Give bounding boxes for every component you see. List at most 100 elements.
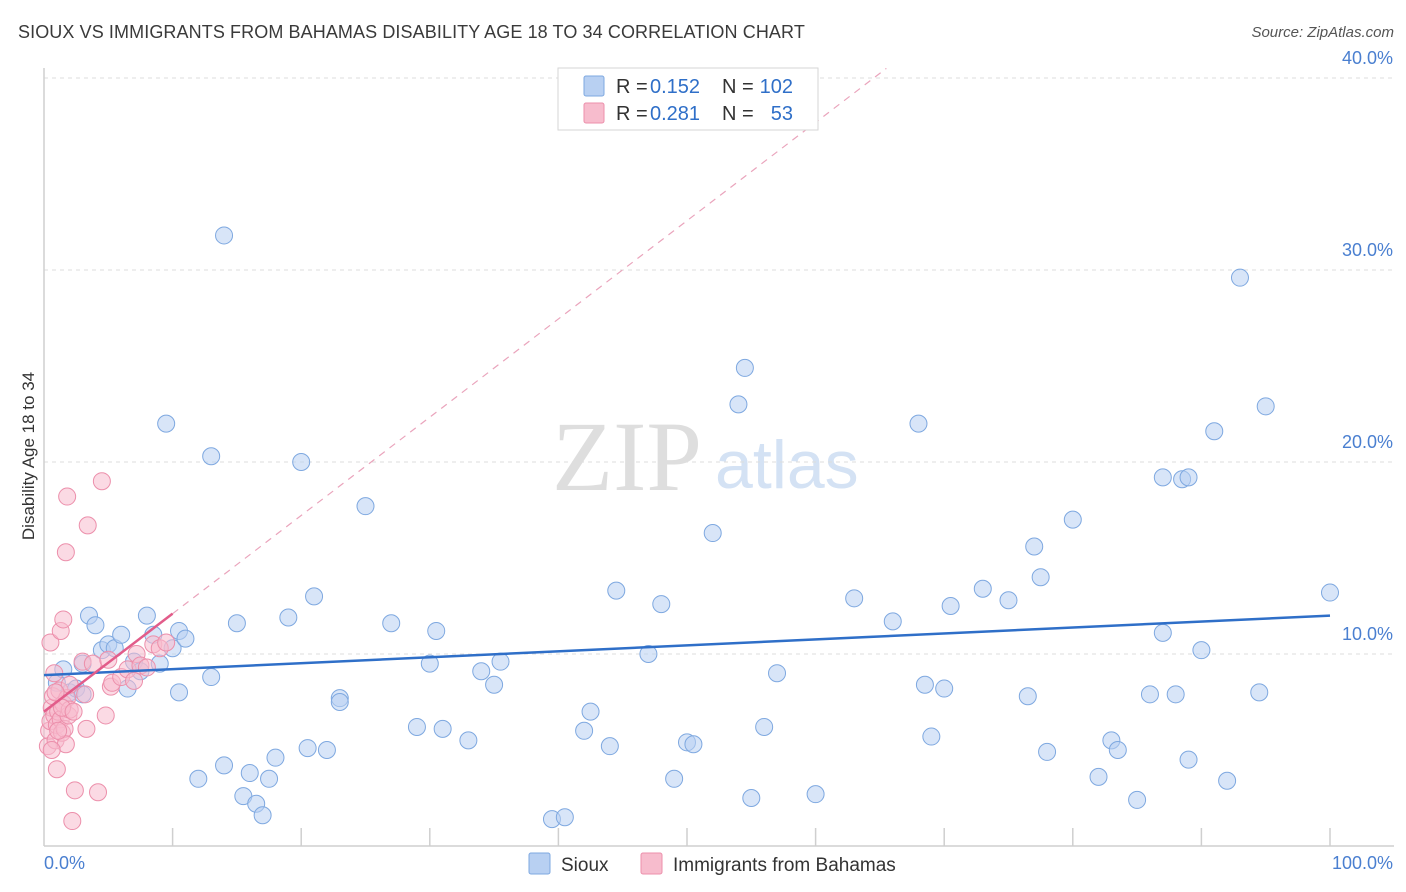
y-axis-title: Disability Age 18 to 34 (19, 372, 38, 540)
sioux-point-41 (330, 693, 349, 711)
legend-swatch-bahamas (583, 102, 605, 124)
bahamas-point-22 (54, 610, 73, 629)
bahamas-point-34 (92, 472, 111, 491)
sioux-point-55 (581, 702, 600, 721)
sioux-point-57 (607, 581, 626, 600)
x-tick-label-0: 0.0% (44, 853, 85, 873)
source-credit: Source: ZipAtlas.com (1251, 24, 1394, 41)
sioux-point-44 (407, 717, 426, 736)
bahamas-point-18 (41, 633, 60, 652)
bottom-legend-label-bahamas: Immigrants from Bahamas (673, 855, 896, 876)
sioux-point-79 (1018, 687, 1037, 706)
sioux-point-33 (260, 769, 279, 788)
sioux-point-86 (1108, 741, 1127, 759)
sioux-point-87 (1128, 790, 1147, 809)
watermark-atlas: atlas (715, 427, 859, 503)
sioux-points (47, 226, 1339, 829)
sioux-point-27 (215, 756, 234, 775)
bahamas-point-30 (77, 719, 96, 738)
bahamas-points (38, 472, 176, 831)
sioux-point-38 (305, 587, 324, 606)
legend-swatch-sioux (583, 75, 605, 97)
bahamas-point-27 (65, 781, 84, 800)
watermark: ZIP atlas (552, 401, 859, 512)
sioux-point-22 (176, 629, 195, 648)
bahamas-trend-extension (172, 67, 887, 615)
legend-r-label-bahamas: R = (616, 103, 648, 125)
bahamas-point-41 (125, 671, 144, 690)
sioux-point-98 (1230, 268, 1249, 287)
sioux-point-69 (806, 785, 825, 804)
sioux-point-93 (1179, 468, 1198, 487)
sioux-point-49 (472, 662, 491, 681)
bahamas-point-51 (64, 702, 83, 721)
sioux-point-18 (157, 414, 176, 433)
sioux-point-101 (1321, 583, 1339, 602)
sioux-point-97 (1218, 771, 1237, 790)
sioux-point-34 (266, 748, 285, 767)
sioux-point-75 (935, 679, 954, 698)
sioux-point-58 (639, 645, 658, 663)
bahamas-point-23 (56, 543, 75, 562)
sioux-point-32 (253, 806, 272, 825)
sioux-point-77 (973, 579, 992, 598)
sioux-point-83 (1063, 510, 1082, 529)
sioux-point-99 (1250, 683, 1269, 702)
sioux-point-36 (292, 453, 311, 471)
y-tick-label-2: 30.0% (1342, 240, 1393, 260)
sioux-point-37 (298, 739, 317, 758)
sioux-point-82 (1038, 742, 1057, 761)
legend-r-value-bahamas: 0.281 (650, 103, 700, 125)
sioux-point-78 (999, 591, 1018, 610)
sioux-point-60 (665, 769, 684, 788)
sioux-point-89 (1153, 468, 1172, 487)
sioux-point-35 (279, 608, 298, 627)
sioux-point-63 (703, 524, 722, 543)
sioux-point-53 (555, 808, 574, 827)
sioux-point-80 (1025, 537, 1044, 556)
sioux-point-7 (86, 616, 105, 635)
bahamas-point-52 (46, 683, 65, 702)
sioux-point-51 (491, 652, 510, 671)
sioux-point-24 (202, 447, 221, 466)
bahamas-point-44 (137, 658, 156, 677)
sioux-point-96 (1205, 422, 1224, 441)
sioux-point-43 (382, 614, 401, 633)
bahamas-point-49 (49, 721, 68, 740)
sioux-point-100 (1256, 397, 1275, 416)
sioux-point-47 (433, 719, 452, 738)
x-tick-label-1: 100.0% (1332, 853, 1393, 873)
sioux-point-73 (915, 675, 934, 694)
bahamas-point-35 (96, 706, 115, 725)
sioux-point-23 (189, 769, 208, 788)
legend-n-label-bahamas: N = (722, 103, 754, 125)
bahamas-point-36 (99, 650, 118, 669)
sioux-point-11 (112, 625, 131, 644)
sioux-point-45 (420, 654, 439, 673)
sioux-point-15 (137, 606, 156, 625)
legend-r-value-sioux: 0.152 (650, 76, 700, 98)
legend-n-label-sioux: N = (722, 76, 754, 98)
bahamas-point-33 (89, 783, 108, 802)
sioux-point-56 (600, 737, 619, 756)
bottom-legend-swatch-sioux (528, 852, 551, 875)
sioux-point-68 (768, 664, 787, 683)
bahamas-point-24 (58, 487, 77, 506)
bahamas-point-29 (76, 685, 95, 704)
sioux-point-28 (227, 614, 246, 633)
sioux-point-30 (240, 764, 259, 783)
bottom-legend-swatch-bahamas (640, 852, 663, 875)
sioux-point-25 (202, 668, 221, 687)
y-tick-label-3: 40.0% (1342, 48, 1393, 68)
series-legend: Sioux Immigrants from Bahamas (528, 852, 896, 876)
sioux-point-65 (735, 358, 754, 377)
sioux-point-95 (1192, 641, 1211, 660)
sioux-point-39 (317, 741, 336, 759)
y-tick-label-0: 10.0% (1342, 624, 1393, 644)
sioux-point-26 (215, 226, 234, 245)
legend-n-value-sioux: 102 (760, 76, 793, 98)
sioux-point-46 (427, 621, 446, 640)
sioux-point-20 (170, 683, 189, 702)
sioux-point-70 (845, 589, 864, 608)
sioux-point-90 (1153, 623, 1172, 642)
